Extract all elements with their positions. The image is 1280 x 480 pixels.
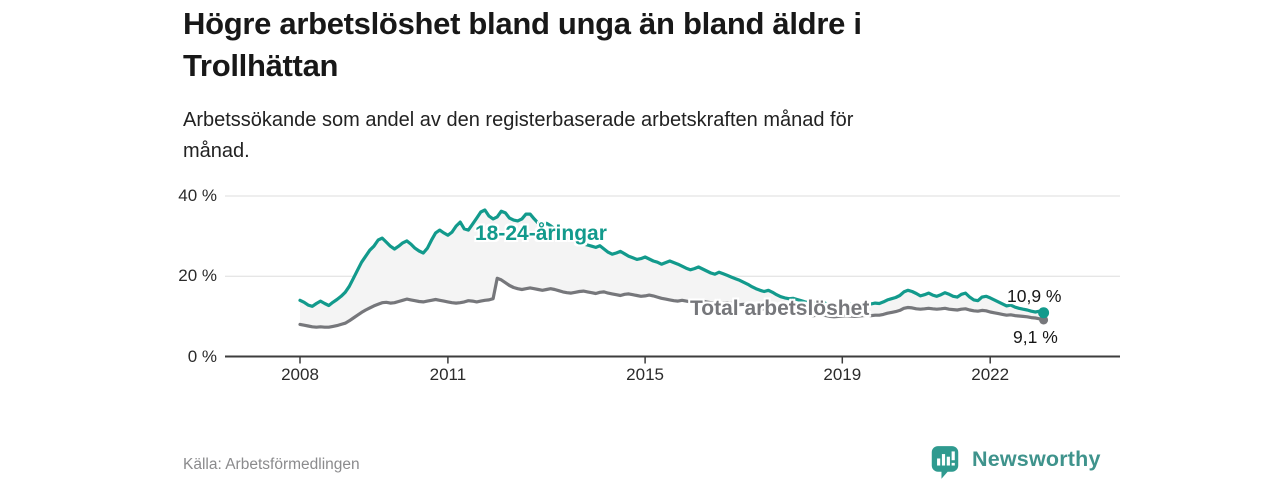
end-value-label-youth: 10,9 %: [1007, 286, 1062, 306]
series-label-youth: 18-24-åringar: [475, 222, 607, 245]
chart-subtitle-line1: Arbetssökande som andel av den registerb…: [183, 109, 854, 131]
source-caption: Källa: Arbetsförmedlingen: [183, 456, 360, 473]
y-axis-tick-label: 0 %: [187, 346, 217, 366]
newsworthy-bar-chart-bubble-icon: [931, 446, 959, 479]
series-label-total: Total arbetslöshet: [690, 297, 870, 320]
y-axis-tick-label: 40 %: [178, 186, 217, 205]
page-title: Högre arbetslöshet bland unga än bland ä…: [183, 3, 1133, 87]
page-title-line1: Högre arbetslöshet bland unga än bland ä…: [183, 6, 862, 41]
page-title-line2: Trollhättan: [183, 48, 339, 83]
brand-logo: Newsworthy: [930, 444, 1101, 480]
y-axis-tick-label: 20 %: [178, 266, 217, 286]
x-axis-tick-label: 2022: [971, 365, 1010, 384]
x-axis-tick-label: 2008: [281, 365, 319, 384]
chart-subtitle-line2: månad.: [183, 140, 250, 162]
x-axis-tick-label: 2019: [823, 365, 862, 384]
chart-subtitle: Arbetssökande som andel av den registerb…: [183, 105, 1043, 167]
x-axis-tick-label: 2011: [429, 365, 467, 384]
x-axis-tick-label: 2015: [626, 365, 664, 384]
line-chart-plot: [225, 195, 1120, 364]
end-value-label-total: 9,1 %: [1013, 327, 1058, 347]
brand-name: Newsworthy: [972, 447, 1101, 471]
